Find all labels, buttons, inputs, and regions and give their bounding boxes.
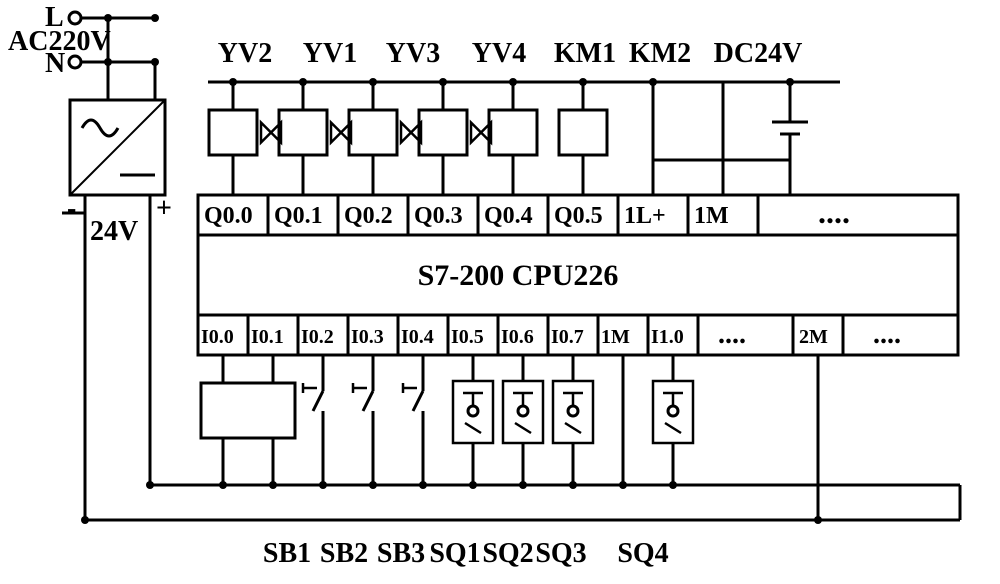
svg-text:Q0.0: Q0.0 [204,203,253,229]
svg-text:Q0.2: Q0.2 [344,203,393,229]
svg-text:....: .... [818,194,850,230]
svg-text:I0.1: I0.1 [251,326,284,348]
svg-text:24V: 24V [90,216,138,247]
svg-text:KM1: KM1 [554,38,616,69]
svg-text:2M: 2M [799,326,828,348]
svg-text:I0.5: I0.5 [451,326,484,348]
svg-text:YV2: YV2 [218,38,272,69]
svg-text:SB1: SB1 [263,538,311,569]
svg-text:SB2: SB2 [320,538,368,569]
svg-text:YV3: YV3 [386,38,440,69]
svg-text:SQ1: SQ1 [429,538,480,569]
svg-text:I0.7: I0.7 [551,326,584,348]
svg-text:I0.4: I0.4 [401,326,434,348]
svg-text:....: .... [718,319,746,350]
svg-text:-: - [67,193,76,224]
svg-text:I0.0: I0.0 [201,326,234,348]
svg-text:SQ4: SQ4 [617,538,668,569]
svg-text:1M: 1M [601,326,630,348]
svg-text:Q0.4: Q0.4 [484,203,533,229]
svg-text:Q0.1: Q0.1 [274,203,323,229]
svg-text:+: + [156,193,172,224]
svg-text:SQ2: SQ2 [482,538,533,569]
svg-text:Q0.5: Q0.5 [554,203,603,229]
svg-text:YV4: YV4 [472,38,526,69]
svg-text:YV1: YV1 [303,38,357,69]
svg-text:I1.0: I1.0 [651,326,684,348]
svg-text:SQ3: SQ3 [535,538,586,569]
svg-text:I0.6: I0.6 [501,326,534,348]
svg-text:DC24V: DC24V [714,38,803,69]
svg-text:1M: 1M [694,203,729,229]
svg-text:Q0.3: Q0.3 [414,203,463,229]
svg-text:I0.3: I0.3 [351,326,384,348]
svg-text:S7-200 CPU226: S7-200 CPU226 [418,259,619,292]
svg-text:....: .... [873,319,901,350]
svg-text:N: N [45,48,65,79]
svg-text:KM2: KM2 [629,38,691,69]
svg-text:SB3: SB3 [377,538,425,569]
plc-wiring-diagram: LAC220VN-+24VQ0.0Q0.1Q0.2Q0.3Q0.4Q0.51L+… [0,0,1000,584]
svg-text:1L+: 1L+ [624,203,666,229]
svg-text:I0.2: I0.2 [301,326,334,348]
